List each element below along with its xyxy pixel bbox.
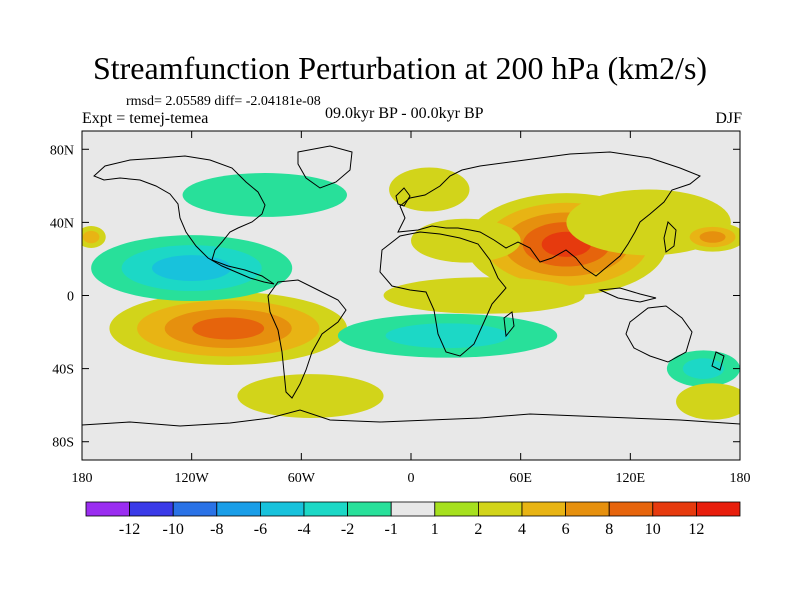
- field-layer: [82, 167, 740, 420]
- y-tick-label: 40N: [50, 216, 74, 231]
- field-contour-7-3: [192, 317, 265, 340]
- field-contour-13-0: [676, 383, 740, 420]
- colorbar-swatch: [216, 501, 261, 517]
- colorbar-label: 2: [474, 521, 482, 538]
- coast-africa: [379, 231, 507, 357]
- coast-south-america: [267, 279, 347, 399]
- y-tick-label: 40S: [52, 363, 74, 378]
- coast-japan: [663, 221, 677, 253]
- field-contour-8-2: [152, 255, 232, 282]
- colorbar-label: 4: [518, 521, 526, 538]
- field-contour-4-0: [389, 167, 470, 212]
- colorbar-label: 6: [562, 521, 570, 538]
- x-tick-label: 120W: [175, 471, 210, 486]
- colorbar-label: 8: [605, 521, 613, 538]
- y-tick-label: 80N: [50, 143, 74, 158]
- colorbar-swatch: [129, 501, 174, 517]
- colorbar-label: -2: [341, 521, 354, 538]
- coast-australia: [625, 305, 693, 363]
- coast-uk: [395, 187, 411, 207]
- coast-eurasia: [397, 151, 701, 277]
- colorbar-swatch: [259, 501, 305, 517]
- colorbar-swatch: [85, 501, 130, 517]
- colorbar-label: 1: [431, 521, 439, 538]
- field-contour-12-0: [237, 374, 384, 418]
- x-tick-label: 60E: [509, 471, 532, 486]
- colorbar-swatch: [696, 501, 741, 517]
- experiment-label: Expt = temej-temea: [82, 110, 209, 127]
- colorbar-label: -12: [119, 521, 140, 538]
- colorbar-swatch: [347, 501, 392, 517]
- colorbar-label: -10: [163, 521, 184, 538]
- field-contour-3-0: [383, 277, 585, 314]
- chart-title: Streamfunction Perturbation at 200 hPa (…: [92, 50, 708, 86]
- field-contour-11-1: [682, 358, 725, 379]
- x-tick-label: 60W: [288, 471, 316, 486]
- coastlines: [82, 145, 740, 427]
- colorbar-label: -6: [254, 521, 267, 538]
- x-tick-label: 180: [72, 471, 93, 486]
- x-tick-label: 120E: [616, 471, 646, 486]
- x-axis: 180 120W 60W 0 60E 120E 180: [72, 131, 751, 486]
- coast-madagascar: [503, 311, 515, 338]
- coast-north-america: [93, 155, 275, 285]
- period-label: 09.0kyr BP - 00.0kyr BP: [325, 105, 484, 122]
- colorbar-label: -4: [297, 521, 310, 538]
- colorbar-label: -8: [210, 521, 223, 538]
- coast-new-zealand: [711, 351, 725, 371]
- field-contour-5-2: [699, 231, 726, 243]
- y-tick-label: 80S: [52, 436, 74, 451]
- colorbar-swatch: [521, 501, 566, 517]
- y-tick-label: 0: [67, 290, 74, 305]
- coast-antarctica: [82, 409, 740, 427]
- colorbar-swatch: [390, 501, 436, 517]
- field-contour-10-1: [385, 323, 510, 349]
- colorbar-swatch: [434, 501, 479, 517]
- colorbar-label: 12: [688, 521, 704, 538]
- x-tick-label: 0: [408, 471, 415, 486]
- colorbar-swatch: [608, 501, 654, 517]
- field-contour-6-1: [82, 230, 100, 244]
- coast-greenland: [297, 145, 353, 189]
- season-label: DJF: [715, 110, 742, 127]
- y-axis: 80N 40N 0 40S 80S: [50, 143, 740, 451]
- colorbar-swatch: [652, 501, 697, 517]
- colorbar: -12 -10 -8 -6 -4 -2 -1 1 2 4 6 8 10 12: [85, 501, 741, 538]
- colorbar-swatch: [477, 501, 523, 517]
- colorbar-swatch: [303, 501, 348, 517]
- x-tick-label: 180: [730, 471, 751, 486]
- field-contour-9-0: [182, 173, 348, 217]
- field-contour-2-0: [411, 218, 521, 263]
- colorbar-label: 10: [645, 521, 661, 538]
- stats-label: rmsd= 2.05589 diff= -2.04181e-08: [126, 94, 321, 109]
- colorbar-swatch: [172, 501, 218, 517]
- coast-indonesia: [598, 287, 657, 303]
- colorbar-swatch: [565, 501, 610, 517]
- colorbar-label: -1: [385, 521, 398, 538]
